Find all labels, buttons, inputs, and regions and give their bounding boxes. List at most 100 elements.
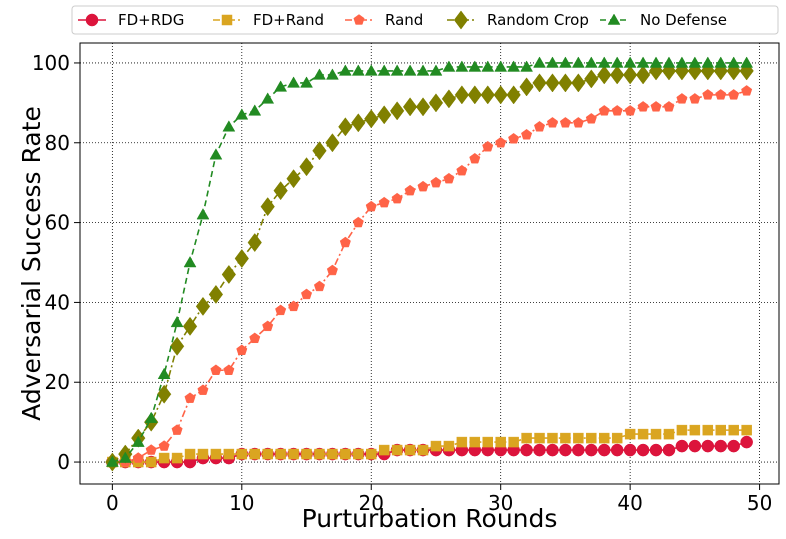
data-point-random-crop	[169, 336, 185, 356]
legend-label: FD+Rand	[253, 11, 324, 29]
data-point-rand	[223, 364, 235, 375]
data-point-no-defense	[183, 255, 197, 268]
data-point-rand	[482, 140, 494, 152]
series-no-defense	[105, 56, 754, 467]
data-point-rand	[430, 176, 442, 188]
data-point-fd-rand	[469, 436, 481, 448]
data-point-fd-rand	[275, 448, 286, 460]
data-point-random-crop	[260, 197, 275, 217]
data-point-no-defense	[300, 76, 313, 88]
data-point-rand	[301, 288, 313, 300]
data-point-random-crop	[364, 109, 379, 129]
data-point-random-crop	[208, 284, 224, 304]
data-point-rand	[559, 117, 571, 128]
data-point-no-defense	[261, 92, 275, 104]
data-point-rand	[365, 200, 377, 212]
x-tick-label: 50	[747, 491, 772, 515]
data-point-rand	[417, 180, 429, 192]
data-point-fd-rand	[650, 428, 662, 440]
data-point-no-defense	[325, 68, 339, 80]
data-point-random-crop	[506, 85, 521, 105]
legend-item-fd-rdg[interactable]: FD+RDG	[78, 11, 184, 29]
grid	[80, 43, 779, 484]
data-point-rand	[132, 452, 144, 463]
data-point-rand	[663, 101, 675, 112]
legend-marker	[221, 14, 233, 26]
data-point-no-defense	[546, 56, 559, 68]
data-point-no-defense	[235, 108, 249, 120]
data-point-rand	[184, 392, 196, 403]
data-point-rand	[495, 136, 507, 148]
data-point-fd-rand	[741, 424, 752, 436]
data-point-no-defense	[468, 60, 482, 72]
data-point-no-defense	[584, 56, 598, 68]
data-point-rand	[391, 192, 403, 204]
data-point-no-defense	[377, 64, 391, 76]
data-point-random-crop	[674, 61, 690, 81]
data-point-random-crop	[390, 101, 405, 121]
data-point-no-defense	[636, 56, 650, 68]
data-point-no-defense	[157, 367, 171, 379]
data-point-rand	[443, 172, 455, 184]
data-point-rand	[650, 101, 662, 112]
data-point-fd-rand	[158, 452, 170, 464]
x-axis-title: Purturbation Rounds	[302, 504, 558, 533]
data-point-rand	[339, 236, 351, 248]
data-point-random-crop	[312, 141, 327, 161]
data-point-fd-rdg	[649, 443, 663, 457]
data-point-random-crop	[519, 77, 534, 97]
legend-label: Random Crop	[487, 11, 589, 29]
data-point-no-defense	[118, 451, 132, 463]
data-point-fd-rdg	[610, 443, 624, 457]
data-point-fd-rand	[495, 436, 506, 448]
x-tick-label: 10	[229, 491, 254, 515]
data-point-fd-rand	[249, 448, 260, 460]
data-point-random-crop	[454, 85, 469, 105]
data-point-no-defense	[222, 120, 236, 132]
data-point-random-crop	[610, 65, 625, 85]
data-point-fd-rand	[702, 424, 714, 436]
data-point-random-crop	[623, 65, 638, 85]
data-point-rand	[404, 184, 416, 196]
data-point-fd-rdg	[572, 443, 585, 457]
data-point-fd-rand	[443, 440, 455, 452]
data-point-rand	[236, 344, 248, 356]
data-point-fd-rand	[624, 428, 636, 440]
data-point-random-crop	[532, 73, 547, 93]
data-point-no-defense	[105, 455, 119, 467]
data-point-fd-rand	[573, 432, 584, 444]
legend-label: No Defense	[640, 11, 727, 29]
legend-item-fd-rand[interactable]: FD+Rand	[213, 11, 324, 29]
data-point-no-defense	[701, 56, 715, 68]
legend[interactable]: FD+RDG FD+Rand Rand Random Crop No Defense	[71, 5, 779, 35]
data-point-fd-rand	[340, 448, 351, 460]
data-point-rand	[352, 216, 364, 228]
data-point-rand	[598, 105, 610, 116]
data-point-fd-rand	[456, 436, 468, 448]
data-point-random-crop	[739, 61, 754, 81]
legend-item-random-crop[interactable]: Random Crop	[447, 10, 589, 30]
data-point-no-defense	[649, 56, 663, 68]
data-point-no-defense	[416, 64, 430, 76]
data-point-fd-rand	[676, 424, 688, 436]
legend-item-no-defense[interactable]: No Defense	[600, 11, 727, 29]
data-point-rand	[624, 105, 636, 116]
legend-item-rand[interactable]: Rand	[345, 11, 423, 29]
data-point-random-crop	[415, 97, 431, 117]
data-point-rand	[585, 113, 597, 124]
data-point-no-defense	[338, 64, 352, 76]
y-tick-label: 80	[45, 131, 70, 155]
data-point-no-defense	[520, 60, 534, 72]
data-point-no-defense	[662, 56, 676, 68]
data-point-rand	[728, 89, 740, 100]
data-point-rand	[145, 444, 157, 455]
data-point-fd-rand	[391, 444, 403, 456]
data-point-no-defense	[714, 56, 728, 68]
data-point-fd-rand	[508, 436, 519, 448]
data-point-random-crop	[273, 181, 288, 201]
data-point-no-defense	[144, 411, 158, 423]
data-point-rand	[210, 364, 222, 375]
data-point-fd-rdg	[701, 439, 715, 453]
data-point-no-defense	[287, 76, 301, 88]
data-point-fd-rand	[728, 424, 739, 436]
